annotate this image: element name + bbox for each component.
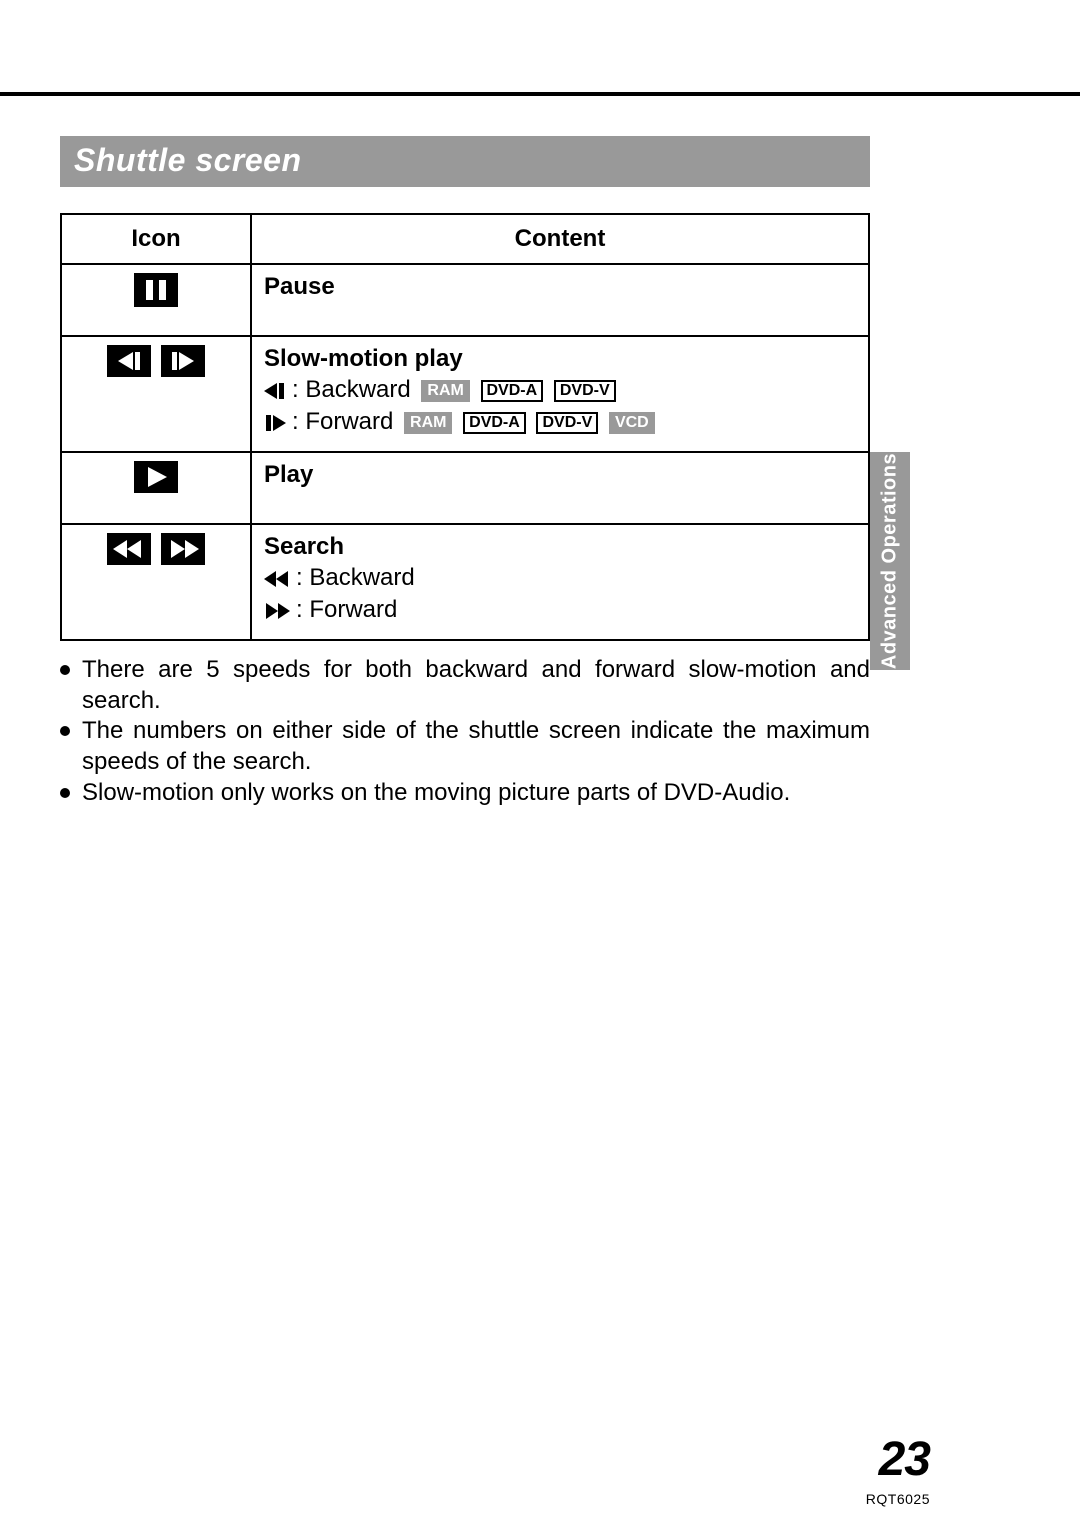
pause-icon <box>134 273 178 307</box>
table-row: Pause <box>61 264 869 336</box>
content-cell-slowmotion: Slow-motion play : Backward RAM DVD-A DV… <box>251 336 869 452</box>
row-line: : Backward <box>264 563 856 595</box>
ffwd-glyph <box>264 597 290 627</box>
row-line: : Forward RAM DVD-A DVD-V VCD <box>264 407 856 439</box>
rewind-glyph <box>264 565 290 595</box>
row-line-text: : Forward <box>292 408 393 435</box>
badge-ram: RAM <box>404 412 452 434</box>
icon-cell-search <box>61 524 251 640</box>
row-title: Pause <box>264 273 856 301</box>
badge-vcd: VCD <box>609 412 655 434</box>
page-content: Shuttle screen Icon Content Pause <box>60 136 870 809</box>
row-line-text: : Backward <box>296 564 415 591</box>
icon-cell-play <box>61 452 251 524</box>
note-item: There are 5 speeds for both backward and… <box>60 655 870 716</box>
badge-dvda: DVD-A <box>481 380 544 402</box>
row-line-text: : Backward <box>292 376 411 403</box>
content-cell-search: Search : Backward : Forward <box>251 524 869 640</box>
note-item: The numbers on either side of the shuttl… <box>60 716 870 777</box>
notes-list: There are 5 speeds for both backward and… <box>60 655 870 809</box>
top-rule <box>0 92 1080 96</box>
row-line-text: : Forward <box>296 596 397 623</box>
slow-back-icon <box>107 345 151 377</box>
table-row: Search : Backward : Forward <box>61 524 869 640</box>
slow-fwd-glyph <box>264 409 286 439</box>
content-cell-pause: Pause <box>251 264 869 336</box>
icon-cell-slowmotion <box>61 336 251 452</box>
side-tab: Advanced Operations <box>870 452 910 670</box>
table-row: Slow-motion play : Backward RAM DVD-A DV… <box>61 336 869 452</box>
page-number: 23 <box>879 1432 930 1487</box>
row-title: Search <box>264 533 856 561</box>
badge-dvdv: DVD-V <box>554 380 616 402</box>
slow-fwd-icon <box>161 345 205 377</box>
row-title: Play <box>264 461 856 489</box>
row-line: : Backward RAM DVD-A DVD-V <box>264 375 856 407</box>
content-cell-play: Play <box>251 452 869 524</box>
side-tab-label: Advanced Operations <box>879 453 902 669</box>
row-title: Slow-motion play <box>264 345 856 373</box>
doc-id: RQT6025 <box>866 1491 930 1507</box>
badge-dvda: DVD-A <box>463 412 526 434</box>
ffwd-icon <box>161 533 205 565</box>
badge-ram: RAM <box>421 380 469 402</box>
play-icon <box>134 461 178 493</box>
slow-back-glyph <box>264 377 286 407</box>
icon-cell-pause <box>61 264 251 336</box>
table-header-content: Content <box>251 214 869 264</box>
badge-dvdv: DVD-V <box>536 412 598 434</box>
rewind-icon <box>107 533 151 565</box>
table-header-icon: Icon <box>61 214 251 264</box>
shuttle-table: Icon Content Pause <box>60 213 870 641</box>
table-row: Play <box>61 452 869 524</box>
note-item: Slow-motion only works on the moving pic… <box>60 778 870 809</box>
row-line: : Forward <box>264 595 856 627</box>
section-title: Shuttle screen <box>60 136 870 187</box>
